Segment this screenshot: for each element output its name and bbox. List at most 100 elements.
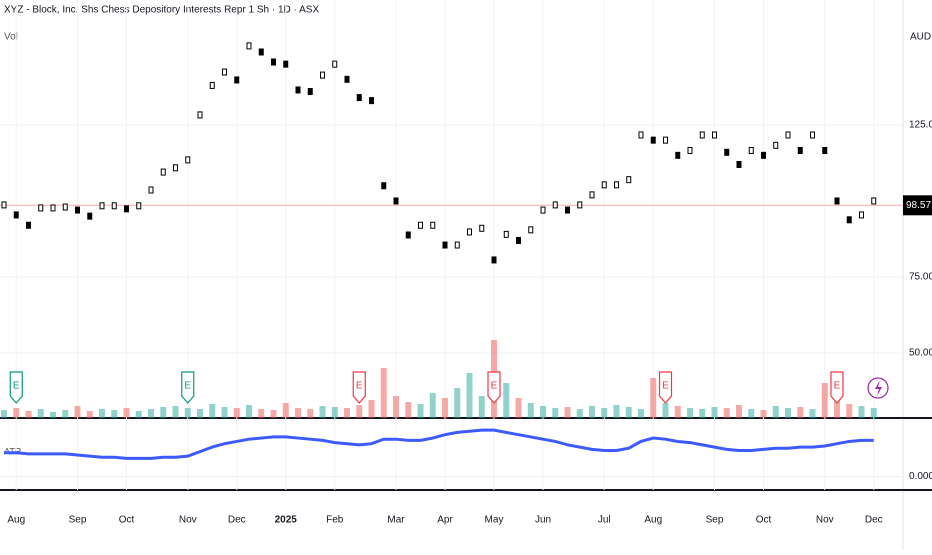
earnings-label: E xyxy=(184,381,191,392)
volume-bar xyxy=(25,411,32,418)
candle xyxy=(601,181,607,189)
volume-bar xyxy=(233,408,240,418)
candle xyxy=(283,60,289,68)
candle xyxy=(62,203,68,211)
candle xyxy=(1,201,7,209)
x-tick-label: Sep xyxy=(69,515,87,526)
volume-bar xyxy=(540,406,546,418)
volume-bar xyxy=(307,409,314,418)
candle xyxy=(540,206,546,214)
candle xyxy=(332,60,338,68)
volume-bar xyxy=(442,398,448,418)
earnings-marker xyxy=(9,371,23,404)
volume-bar xyxy=(197,409,203,418)
volume-bar xyxy=(576,409,583,418)
candle xyxy=(87,212,93,220)
volume-bar xyxy=(785,408,791,418)
candle xyxy=(418,221,423,229)
volume-bar xyxy=(74,406,81,418)
candle xyxy=(822,146,828,154)
candle xyxy=(846,216,852,224)
volume-bar xyxy=(356,405,363,418)
volume-bar xyxy=(258,409,265,418)
volume-bar xyxy=(62,410,69,418)
x-tick-label: Nov xyxy=(816,515,834,526)
candle xyxy=(675,151,681,159)
candle xyxy=(393,197,399,205)
volume-bar xyxy=(834,400,840,418)
candle xyxy=(209,81,215,89)
candle xyxy=(185,156,191,164)
x-tick-label: Dec xyxy=(865,515,883,526)
x-tick-label: Oct xyxy=(119,515,135,526)
candle xyxy=(479,224,485,232)
volume-bar xyxy=(674,406,681,418)
candle xyxy=(736,160,742,168)
candle xyxy=(797,146,803,154)
candle xyxy=(173,164,178,172)
candle xyxy=(773,141,779,149)
candle xyxy=(663,136,668,144)
volume-bar xyxy=(172,406,179,418)
earnings-label: E xyxy=(491,381,498,392)
volume-bar xyxy=(870,408,877,418)
volume-bar xyxy=(50,412,56,418)
candle xyxy=(136,202,142,210)
candle xyxy=(160,168,166,176)
earnings-label: E xyxy=(356,381,363,392)
candle xyxy=(307,88,313,96)
volume-bar xyxy=(650,378,657,418)
volume-bar xyxy=(564,407,571,418)
y-tick-label: 125.00 xyxy=(909,120,932,131)
candle xyxy=(516,236,521,244)
x-tick-label: May xyxy=(485,515,504,526)
volume-bar xyxy=(711,407,718,418)
volume-bar xyxy=(625,407,632,418)
x-tick-label: Sep xyxy=(706,515,724,526)
volume-bar xyxy=(454,388,461,418)
volume-bar xyxy=(858,406,865,418)
earnings-marker xyxy=(181,371,195,404)
volume-bar xyxy=(86,411,93,418)
x-tick-label: Aug xyxy=(7,515,25,526)
candle xyxy=(712,131,717,139)
volume-bar xyxy=(503,383,510,418)
candle xyxy=(699,131,705,139)
chart-title: XYZ - Block, Inc. Shs Chess Depository I… xyxy=(4,5,319,16)
volume-bar xyxy=(221,407,228,418)
volume-bar xyxy=(135,411,142,418)
x-tick-label: Jun xyxy=(535,515,551,526)
earnings-marker xyxy=(658,371,673,404)
x-tick-label: Nov xyxy=(179,515,197,526)
volume-bar xyxy=(527,403,534,418)
candle xyxy=(724,148,730,156)
candle xyxy=(552,201,558,209)
earnings-marker xyxy=(352,371,366,404)
volume-bar xyxy=(344,408,350,418)
candle xyxy=(503,230,509,238)
volume-bar xyxy=(601,408,608,418)
volume-bar xyxy=(123,408,130,418)
candle xyxy=(271,58,276,66)
volume-bar xyxy=(393,396,399,418)
volume-bar xyxy=(760,410,767,418)
candle xyxy=(834,197,840,205)
volume-bar xyxy=(111,410,118,418)
atr-tick-label: 0.000 xyxy=(909,471,932,482)
volume-bar xyxy=(380,368,387,418)
dividend-icon-bolt xyxy=(875,380,882,396)
candle xyxy=(344,75,350,83)
y-tick-label: 75.00 xyxy=(909,272,932,283)
volume-bar xyxy=(13,408,20,418)
volume-bar xyxy=(417,404,424,418)
volume-bar xyxy=(405,402,412,418)
volume-bar xyxy=(662,403,669,418)
x-tick-label: Mar xyxy=(387,515,405,526)
volume-bar xyxy=(466,373,473,418)
volume-bar xyxy=(282,403,289,418)
x-tick-label: Dec xyxy=(228,515,246,526)
candle xyxy=(748,146,754,154)
earnings-marker xyxy=(830,371,844,404)
candle xyxy=(430,221,436,229)
